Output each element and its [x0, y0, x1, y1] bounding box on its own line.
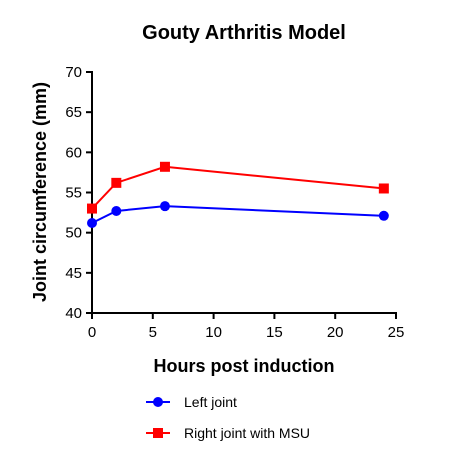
y-axis-ticks: 40 45 50 55 60 65 70	[65, 64, 92, 322]
chart-title: Gouty Arthritis Model	[142, 22, 346, 44]
x-tick-label: 10	[205, 324, 222, 341]
legend-label-left-joint: Left joint	[184, 394, 237, 410]
data-point-right-joint-with-msu	[159, 161, 170, 172]
legend-marker-right-joint-with-msu	[153, 428, 163, 438]
x-tick-label: 0	[88, 324, 96, 341]
y-tick-label: 40	[65, 305, 82, 322]
data-point-left-joint	[87, 218, 97, 229]
legend-marker-left-joint	[153, 397, 163, 407]
x-axis-ticks: 0 5 10 15 20 25	[88, 313, 405, 341]
x-tick-label: 5	[149, 324, 157, 341]
y-axis-label: Joint circumference (mm)	[30, 82, 50, 302]
series-line-left-joint	[91, 205, 384, 224]
y-tick-label: 70	[65, 64, 82, 81]
y-tick-label: 45	[65, 265, 82, 282]
data-point-left-joint	[159, 201, 170, 212]
x-tick-label: 20	[327, 324, 344, 341]
data-point-right-joint-with-msu	[378, 183, 389, 194]
y-tick-label: 65	[65, 104, 82, 121]
data-point-left-joint	[111, 205, 122, 216]
series-line-right-joint-with-msu	[91, 165, 384, 210]
x-tick-label: 25	[388, 324, 405, 341]
data-point-right-joint-with-msu	[87, 203, 97, 214]
data-point-left-joint	[378, 210, 389, 221]
series-layer	[87, 161, 389, 229]
legend: Left joint Right joint with MSU	[146, 394, 310, 441]
x-axis-label: Hours post induction	[154, 356, 335, 376]
x-tick-label: 15	[266, 324, 283, 341]
data-point-right-joint-with-msu	[111, 177, 122, 188]
y-tick-label: 55	[65, 185, 82, 202]
y-tick-label: 50	[65, 225, 82, 242]
legend-label-right-joint-with-msu: Right joint with MSU	[184, 425, 310, 441]
y-tick-label: 60	[65, 144, 82, 161]
